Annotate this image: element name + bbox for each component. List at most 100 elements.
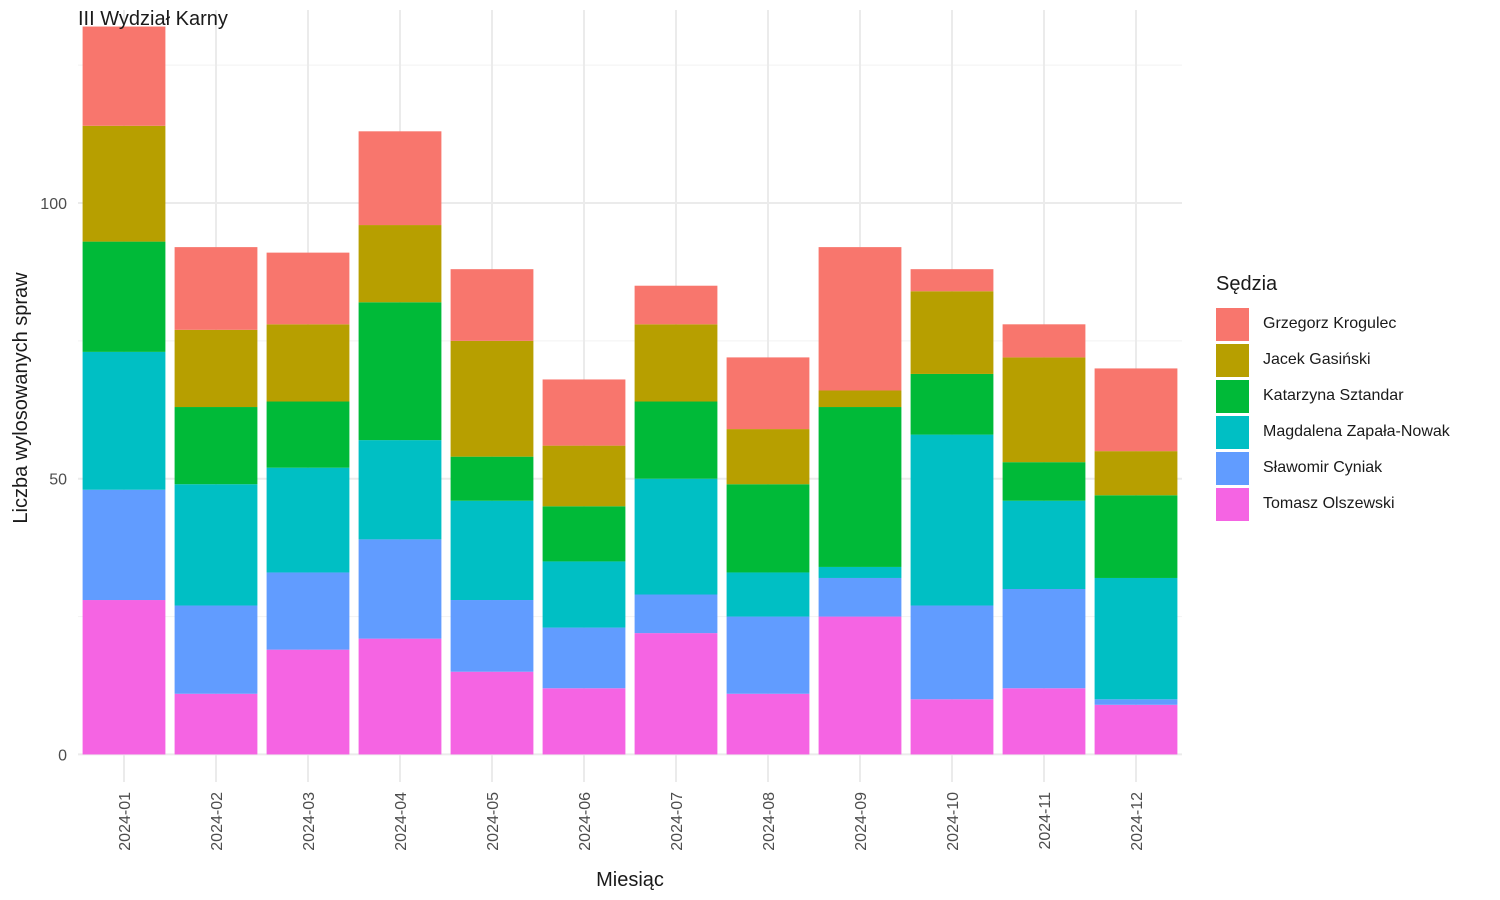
bar-segment: Katarzyna Sztandar — 2024-07: 14: [634, 401, 718, 479]
y-tick-label: 50: [49, 472, 67, 489]
legend-key: [1216, 379, 1249, 413]
bar-segment: Grzegorz Krogulec — 2024-09: 26: [818, 247, 902, 391]
bar-segment: Tomasz Olszewski — 2024-02: 11: [174, 693, 258, 755]
bar-segment: Magdalena Zapała-Nowak — 2024-10: 31: [910, 434, 994, 606]
bar-segment: Tomasz Olszewski — 2024-05: 15: [450, 671, 534, 755]
bar-segment: Katarzyna Sztandar — 2024-02: 14: [174, 407, 258, 485]
y-tick-label: 0: [58, 747, 67, 764]
legend-item: Grzegorz Krogulec: [1216, 306, 1450, 342]
bar-segment: Katarzyna Sztandar — 2024-06: 10: [542, 506, 626, 562]
bar-segment: Tomasz Olszewski — 2024-12: 9: [1094, 704, 1178, 755]
legend-label: Grzegorz Krogulec: [1263, 315, 1397, 332]
bar-segment: Jacek Gasiński — 2024-07: 14: [634, 324, 718, 402]
bar-segment: Jacek Gasiński — 2024-04: 14: [358, 225, 442, 303]
x-tick-label: 2024-08: [761, 792, 778, 851]
y-axis-label: Liczba wylosowanych spraw: [10, 272, 32, 524]
bar-segment: Sławomir Cyniak — 2024-09: 7: [818, 577, 902, 617]
bar-segment: Grzegorz Krogulec — 2024-11: 6: [1002, 324, 1086, 358]
bars: Tomasz Olszewski — 2024-01: 28Sławomir C…: [82, 26, 1178, 755]
x-tick-label: 2024-02: [209, 792, 226, 851]
bar-segment: Sławomir Cyniak — 2024-04: 18: [358, 539, 442, 639]
x-tick-label: 2024-05: [485, 792, 502, 851]
y-axis-ticks: 0 50 100: [40, 196, 67, 764]
x-tick-label: 2024-01: [117, 792, 134, 851]
x-tick-label: 2024-12: [1129, 792, 1146, 851]
bar-segment: Jacek Gasiński — 2024-10: 15: [910, 291, 994, 374]
bar-segment: Tomasz Olszewski — 2024-10: 10: [910, 699, 994, 755]
bar-segment: Magdalena Zapała-Nowak — 2024-04: 18: [358, 440, 442, 540]
bar-segment: Magdalena Zapała-Nowak — 2024-07: 21: [634, 478, 718, 595]
bar-segment: Grzegorz Krogulec — 2024-08: 13: [726, 357, 810, 430]
bar-segment: Katarzyna Sztandar — 2024-09: 29: [818, 407, 902, 567]
bar-segment: Grzegorz Krogulec — 2024-12: 15: [1094, 368, 1178, 452]
bar-segment: Jacek Gasiński — 2024-06: 11: [542, 445, 626, 507]
bar-segment: Sławomir Cyniak — 2024-08: 14: [726, 616, 810, 694]
y-tick-label: 100: [40, 196, 67, 213]
x-tick-label: 2024-07: [669, 792, 686, 851]
x-axis-label: Miesiąc: [596, 869, 664, 891]
bar-segment: Jacek Gasiński — 2024-12: 8: [1094, 451, 1178, 496]
bar-segment: Jacek Gasiński — 2024-03: 14: [266, 324, 350, 402]
bar-segment: Katarzyna Sztandar — 2024-11: 7: [1002, 462, 1086, 501]
bar-segment: Katarzyna Sztandar — 2024-12: 15: [1094, 495, 1178, 578]
legend-key: [1216, 415, 1249, 449]
bar-segment: Magdalena Zapała-Nowak — 2024-09: 2: [818, 566, 902, 578]
bar-segment: Tomasz Olszewski — 2024-06: 12: [542, 688, 626, 755]
legend-title: Sędzia: [1216, 273, 1278, 295]
legend-key: [1216, 487, 1249, 521]
bar-segment: Katarzyna Sztandar — 2024-10: 11: [910, 373, 994, 435]
bar-segment: Tomasz Olszewski — 2024-09: 25: [818, 616, 902, 755]
bar-segment: Magdalena Zapała-Nowak — 2024-03: 19: [266, 467, 350, 573]
bar-segment: Sławomir Cyniak — 2024-06: 11: [542, 627, 626, 689]
x-tick-label: 2024-09: [853, 792, 870, 851]
bar-segment: Tomasz Olszewski — 2024-08: 11: [726, 693, 810, 755]
bar-segment: Grzegorz Krogulec — 2024-02: 15: [174, 247, 258, 330]
bar-segment: Katarzyna Sztandar — 2024-03: 12: [266, 401, 350, 468]
legend-key: [1216, 307, 1249, 341]
legend-item: Tomasz Olszewski: [1216, 486, 1450, 522]
bar-segment: Jacek Gasiński — 2024-05: 21: [450, 340, 534, 457]
legend-label: Magdalena Zapała-Nowak: [1263, 423, 1450, 440]
legend-item: Magdalena Zapała-Nowak: [1216, 414, 1450, 450]
bar-segment: Jacek Gasiński — 2024-02: 14: [174, 329, 258, 408]
bar-segment: Sławomir Cyniak — 2024-03: 14: [266, 572, 350, 650]
bar-segment: Grzegorz Krogulec — 2024-04: 17: [358, 131, 442, 226]
bar-segment: Katarzyna Sztandar — 2024-08: 16: [726, 484, 810, 573]
bar-segment: Tomasz Olszewski — 2024-03: 19: [266, 649, 350, 755]
legend-key: [1216, 343, 1249, 377]
bar-segment: Tomasz Olszewski — 2024-04: 21: [358, 638, 442, 755]
x-tick-label: 2024-04: [393, 792, 410, 851]
bar-segment: Grzegorz Krogulec — 2024-07: 7: [634, 285, 718, 325]
legend-label: Katarzyna Sztandar: [1263, 387, 1404, 404]
bar-segment: Sławomir Cyniak — 2024-02: 16: [174, 605, 258, 694]
bar-segment: Jacek Gasiński — 2024-09: 3: [818, 390, 902, 408]
bar-segment: Grzegorz Krogulec — 2024-10: 4: [910, 269, 994, 292]
bar-segment: Jacek Gasiński — 2024-08: 10: [726, 429, 810, 485]
legend-item: Katarzyna Sztandar: [1216, 378, 1450, 414]
bar-segment: Magdalena Zapała-Nowak — 2024-01: 25: [82, 351, 166, 490]
bar-segment: Grzegorz Krogulec — 2024-03: 13: [266, 252, 350, 325]
legend-label: Tomasz Olszewski: [1263, 495, 1395, 512]
x-tick-label: 2024-03: [301, 792, 318, 851]
bar-segment: Tomasz Olszewski — 2024-11: 12: [1002, 688, 1086, 755]
bar-segment: Magdalena Zapała-Nowak — 2024-08: 8: [726, 572, 810, 617]
bar-segment: Sławomir Cyniak — 2024-05: 13: [450, 600, 534, 672]
x-tick-label: 2024-06: [577, 792, 594, 851]
x-axis-ticks: 2024-01 2024-02 2024-03 2024-04 2024-05 2024-…: [117, 792, 1146, 851]
bar-segment: Grzegorz Krogulec — 2024-05: 13: [450, 269, 534, 341]
bar-segment: Sławomir Cyniak — 2024-12: 1: [1094, 699, 1178, 705]
bar-segment: Magdalena Zapała-Nowak — 2024-06: 12: [542, 561, 626, 628]
bar-segment: Tomasz Olszewski — 2024-07: 22: [634, 633, 718, 755]
legend-label: Sławomir Cyniak: [1263, 459, 1383, 476]
legend-key: [1216, 451, 1249, 485]
x-tick-label: 2024-11: [1037, 792, 1054, 850]
bar-segment: Katarzyna Sztandar — 2024-05: 8: [450, 456, 534, 501]
bar-segment: Grzegorz Krogulec — 2024-01: 18: [82, 26, 166, 126]
bar-segment: Magdalena Zapała-Nowak — 2024-11: 16: [1002, 500, 1086, 589]
bar-segment: Magdalena Zapała-Nowak — 2024-12: 22: [1094, 577, 1178, 700]
bar-segment: Magdalena Zapała-Nowak — 2024-05: 18: [450, 500, 534, 601]
legend: Sędzia Grzegorz Krogulec Jacek Gasiński Ka…: [1216, 273, 1450, 522]
bar-segment: Jacek Gasiński — 2024-11: 19: [1002, 357, 1086, 463]
bar-segment: Sławomir Cyniak — 2024-01: 20: [82, 489, 166, 601]
